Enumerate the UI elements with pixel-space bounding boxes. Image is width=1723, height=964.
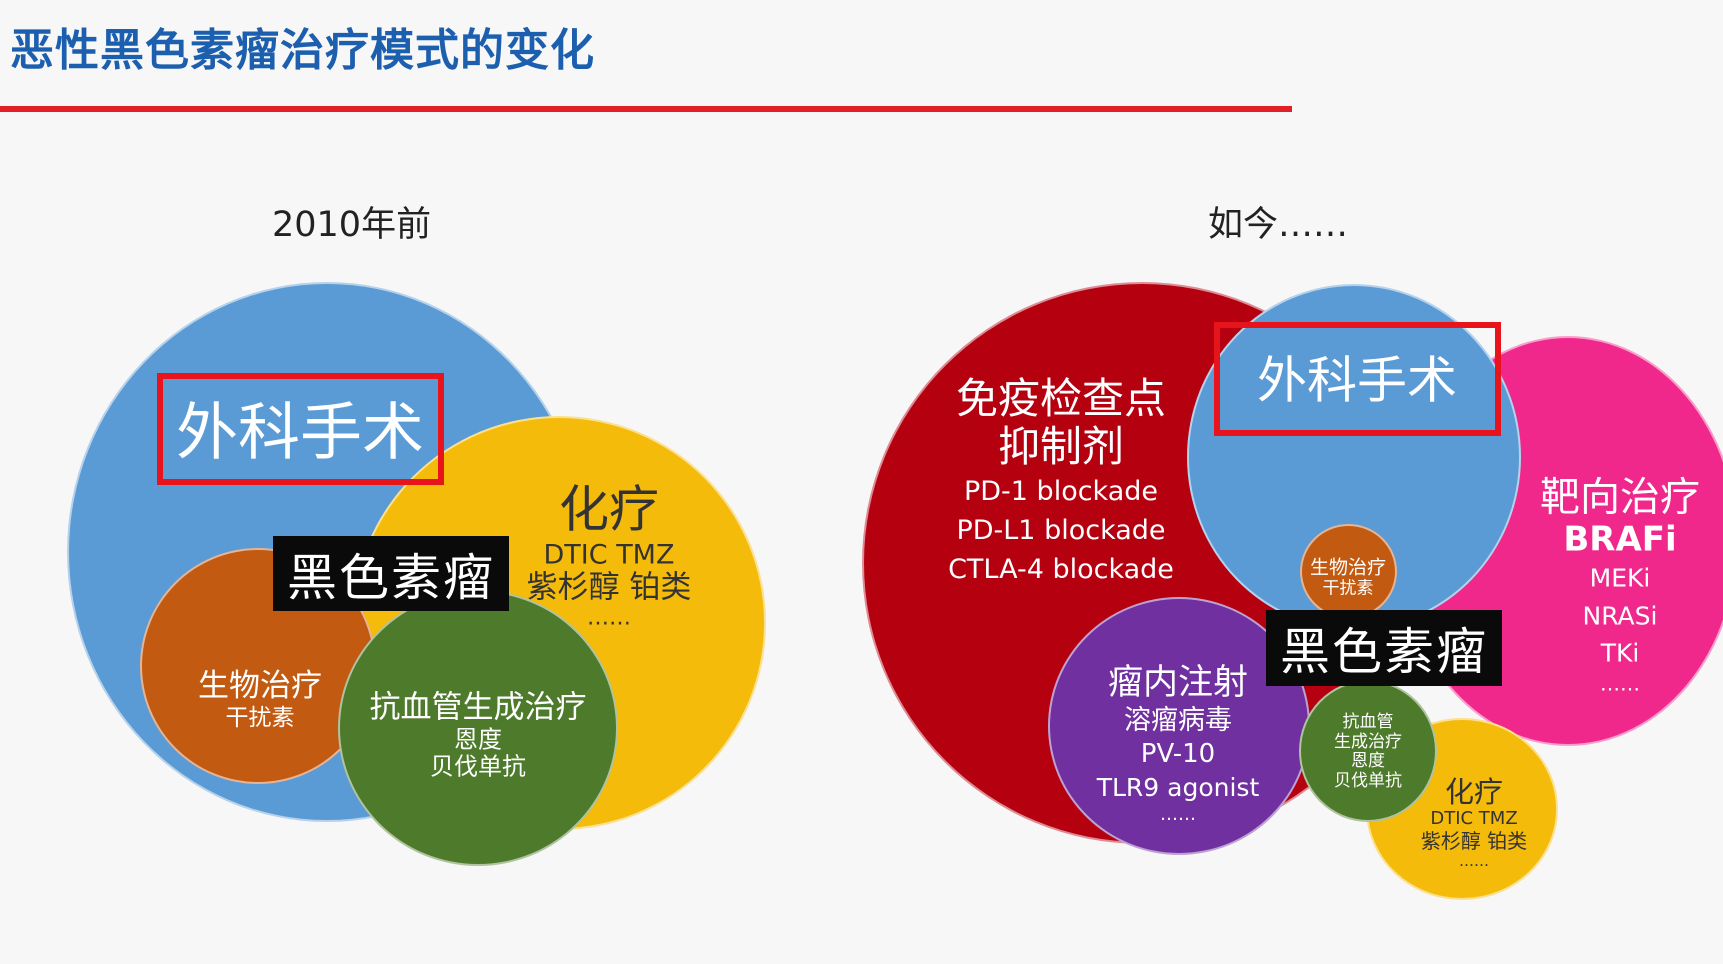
now-checkpoint-line1: PD-1 blockade (963, 475, 1159, 507)
now-surgery-label: 外科手术 (1257, 351, 1457, 410)
before-surgery-label: 外科手术 (175, 395, 425, 469)
title-divider (0, 106, 1292, 112)
now-checkpoint-title1: 免疫检查点 (955, 373, 1167, 423)
now-targeted-line4: TKi (1600, 638, 1640, 668)
now-antiangio-line3: 恩度 (1351, 751, 1385, 771)
now-antiangio-line2: 生成治疗 (1334, 731, 1402, 752)
before-antiangio-title: 抗血管生成治疗 (369, 689, 587, 726)
now-antiangio-label: 抗血管 生成治疗 恩度 贝伐单抗 (1334, 711, 1402, 791)
now-targeted-line5: …… (1600, 671, 1640, 696)
slide-title: 恶性黑色素瘤治疗模式的变化 (10, 25, 595, 76)
now-chemo-title: 化疗 (1444, 774, 1504, 809)
now-antiangio-line1: 抗血管 (1342, 711, 1394, 732)
before-chemo-line2: 紫杉醇 铂类 (526, 568, 692, 605)
before-bio-line1: 干扰素 (225, 704, 295, 731)
now-melanoma-label: 黑色素瘤 (1266, 610, 1502, 686)
before-antiangio-label: 抗血管生成治疗 恩度 贝伐单抗 (369, 689, 587, 782)
before-chemo-line1: DTIC TMZ (543, 538, 675, 570)
now-targeted-line2: MEKi (1589, 563, 1651, 593)
before-chemo-line3: …… (586, 605, 631, 631)
now-intratumoral-label: 瘤内注射 溶瘤病毒 PV-10 TLR9 agonist …… (1097, 663, 1260, 825)
before-heading: 2010年前 (272, 205, 432, 245)
now-targeted-line3: NRASi (1582, 601, 1658, 631)
now-surgery-highlight-box (1214, 322, 1501, 436)
now-intratumoral-line4: …… (1160, 803, 1196, 825)
now-targeted-line1: BRAFi (1563, 519, 1677, 560)
before-melanoma-label: 黑色素瘤 (273, 536, 509, 611)
now-antiangio-line4: 贝伐单抗 (1334, 770, 1402, 791)
now-intratumoral-title: 瘤内注射 (1107, 662, 1248, 703)
now-checkpoint-label: 免疫检查点 抑制剂 PD-1 blockade PD-L1 blockade C… (948, 373, 1174, 589)
now-targeted-title: 靶向治疗 (1540, 474, 1700, 521)
now-bio-line1: 生物治疗 (1309, 556, 1387, 579)
now-intratumoral-line2: PV-10 (1140, 739, 1216, 770)
now-chemo-label: 化疗 DTIC TMZ 紫杉醇 铂类 …… (1420, 774, 1528, 870)
now-bio-label: 生物治疗 干扰素 (1309, 556, 1387, 599)
now-intratumoral-line3: TLR9 agonist (1096, 772, 1260, 802)
now-checkpoint-title2: 抑制剂 (997, 422, 1125, 472)
before-bio-title: 生物治疗 (198, 667, 322, 704)
before-antiangio-line1: 恩度 (454, 725, 502, 754)
now-antiangio-circle (1299, 680, 1437, 822)
before-antiangio-circle (338, 590, 618, 866)
now-checkpoint-line3: CTLA-4 blockade (948, 553, 1174, 585)
before-chemo-title: 化疗 (558, 480, 659, 539)
before-antiangio-line2: 贝伐单抗 (430, 752, 526, 781)
now-targeted-label: 靶向治疗 BRAFi MEKi NRASi TKi …… (1540, 475, 1700, 696)
now-heading: 如今…… (1208, 205, 1349, 245)
now-bio-line2: 干扰素 (1322, 578, 1374, 599)
before-bio-label: 生物治疗 干扰素 (198, 667, 322, 731)
now-checkpoint-line2: PD-L1 blockade (956, 514, 1166, 546)
before-surgery-highlight-box (157, 373, 444, 485)
now-chemo-line3: …… (1458, 851, 1489, 870)
now-chemo-line1: DTIC TMZ (1430, 808, 1518, 830)
before-chemo-label: 化疗 DTIC TMZ 紫杉醇 铂类 …… (526, 480, 692, 631)
now-intratumoral-line1: 溶瘤病毒 (1124, 705, 1232, 737)
now-chemo-line2: 紫杉醇 铂类 (1420, 828, 1528, 853)
